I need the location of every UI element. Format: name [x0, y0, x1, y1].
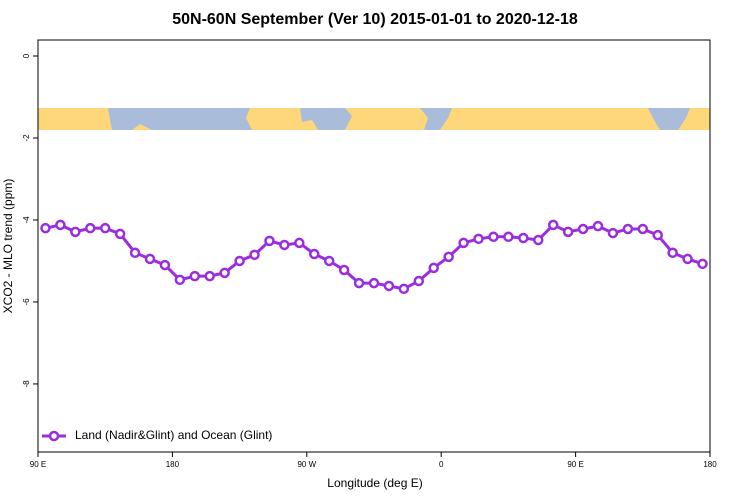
data-point [219, 267, 230, 279]
data-point [40, 222, 51, 234]
data-point [398, 283, 410, 295]
data-point [667, 247, 678, 259]
data-point [338, 264, 350, 276]
data-point [592, 220, 604, 232]
data-point [577, 223, 589, 235]
data-point [279, 239, 290, 251]
data-point [159, 259, 171, 271]
data-point [99, 222, 111, 234]
map-strip [38, 108, 710, 130]
data-point [70, 226, 81, 238]
x-tick-label: 90 W [297, 460, 316, 469]
y-tick-label: -2 [22, 134, 31, 142]
data-point [533, 234, 544, 246]
data-point [144, 253, 156, 265]
data-point [383, 280, 395, 292]
y-tick-label: -4 [22, 216, 31, 224]
data-point [473, 233, 484, 245]
legend-label: Land (Nadir&Glint) and Ocean (Glint) [75, 428, 272, 442]
data-point [129, 247, 141, 259]
x-tick-label: 0 [439, 460, 444, 469]
data-point [682, 253, 693, 265]
y-tick-label: 0 [22, 53, 31, 58]
data-point [458, 237, 469, 249]
data-point [488, 231, 499, 243]
data-point [114, 228, 126, 240]
data-point [562, 226, 574, 238]
data-point [413, 275, 425, 287]
data-point [264, 235, 275, 247]
data-point [697, 258, 708, 270]
y-tick-label: -6 [22, 298, 31, 306]
data-point [503, 231, 514, 243]
data-point [518, 232, 529, 244]
data-point [294, 237, 305, 249]
data-point [428, 262, 439, 274]
plot-frame [37, 39, 711, 453]
x-tick-label: 90 E [30, 460, 46, 469]
data-point [637, 223, 649, 235]
data-point [353, 277, 365, 289]
data-point [204, 270, 215, 282]
data-point [652, 229, 663, 241]
data-point [607, 227, 619, 239]
legend-marker [48, 430, 60, 442]
x-axis-label: Longitude (deg E) [327, 476, 422, 490]
x-tick-label: 90 E [567, 460, 583, 469]
data-point [85, 222, 96, 234]
chart-title: 50N-60N September (Ver 10) 2015-01-01 to… [172, 11, 578, 28]
data-point [189, 270, 201, 282]
data-point [368, 277, 380, 289]
data-point [55, 219, 66, 231]
x-tick-label: 180 [166, 460, 180, 469]
data-point [234, 255, 245, 267]
data-point [174, 274, 186, 286]
data-point [443, 251, 454, 263]
data-point [622, 223, 634, 235]
x-tick-label: 180 [703, 460, 717, 469]
y-tick-label: -8 [22, 380, 31, 388]
data-point [249, 249, 260, 261]
data-point [309, 248, 320, 260]
data-point [547, 219, 559, 231]
y-axis-label: XCO2 - MLO trend (ppm) [1, 179, 15, 314]
data-point [323, 255, 335, 267]
